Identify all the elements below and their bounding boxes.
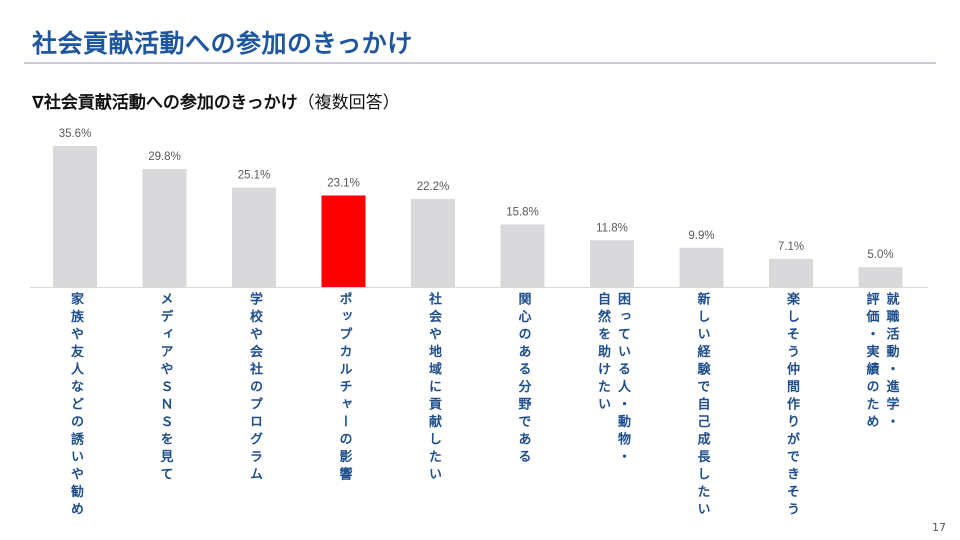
bar — [411, 199, 455, 287]
title-divider — [24, 62, 936, 64]
data-label: 22.2% — [417, 181, 450, 193]
category-label: 家族や友人などの誘いや勧め — [65, 292, 85, 520]
category-label-line: 関心のある分野である — [515, 292, 531, 467]
data-label: 25.1% — [238, 170, 271, 182]
bar — [679, 247, 724, 287]
category-label: 学校や会社のプログラム — [244, 292, 264, 485]
data-label: 15.8% — [506, 206, 539, 218]
data-label: 9.9% — [688, 230, 714, 242]
chart-title-note: （複数回答） — [297, 93, 400, 113]
page-number: 17 — [932, 521, 946, 534]
category-label-line: メディアやＳＮＳを見て — [157, 292, 173, 485]
bar — [53, 146, 97, 287]
bar — [500, 224, 545, 287]
data-label: 5.0% — [867, 249, 893, 261]
category-label: 関心のある分野である — [513, 292, 533, 467]
data-label: 29.8% — [148, 151, 181, 163]
bar — [321, 195, 366, 287]
category-label-line: 就職活動・進学・ — [883, 292, 899, 432]
bar — [232, 187, 276, 287]
category-label: 楽しそう仲間作りができそう — [781, 292, 801, 520]
bar — [590, 240, 634, 287]
category-label: メディアやＳＮＳを見て — [155, 292, 175, 485]
category-label: 新しい経験で自己成長したい — [692, 292, 712, 520]
bar — [769, 258, 813, 287]
data-label: 35.6% — [59, 128, 92, 140]
category-label-line: 学校や会社のプログラム — [247, 292, 262, 485]
category-label-line: 新しい経験で自己成長したい — [694, 292, 710, 520]
category-label-line: 楽しそう仲間作りができそう — [784, 292, 799, 520]
chart-title-main: ∇社会貢献活動への参加のきっかけ — [32, 93, 298, 113]
category-label-line: 社会や地域に貢献したい — [426, 292, 441, 485]
category-label: 社会や地域に貢献したい — [423, 292, 443, 485]
bar — [858, 267, 903, 287]
category-label-line: 評価・実績のため — [863, 292, 879, 432]
category-label-line: ポップカルチャーの影響 — [336, 292, 352, 485]
category-label: 困っている人・動物・ 自然を助けたい — [592, 292, 632, 467]
category-label-line: 困っている人・動物・ — [615, 292, 630, 467]
data-label: 7.1% — [778, 241, 804, 253]
category-label: ポップカルチャーの影響 — [334, 292, 354, 485]
category-label: 就職活動・進学・ 評価・実績のため — [861, 292, 901, 432]
data-label: 23.1% — [327, 178, 360, 190]
bar — [142, 168, 187, 287]
category-label-line: 自然を助けたい — [595, 292, 610, 415]
chart-title: ∇社会貢献活動への参加のきっかけ（複数回答） — [32, 88, 400, 113]
page-title: 社会貢献活動への参加のきっかけ — [32, 29, 413, 58]
category-label-line: 家族や友人などの誘いや勧め — [68, 292, 83, 520]
data-label: 11.8% — [596, 222, 628, 234]
